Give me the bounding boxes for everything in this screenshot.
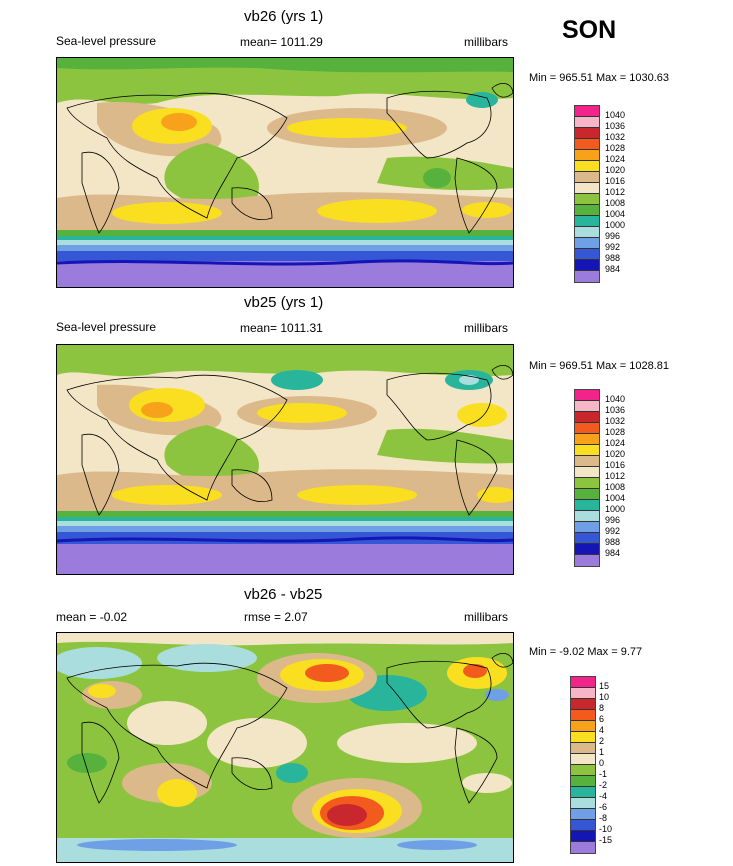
colorbar-label: 1036 — [605, 121, 626, 131]
panel1-title: vb26 (yrs 1) — [244, 8, 324, 25]
colorbar-label: -8 — [599, 813, 608, 823]
colorbar-label: 1032 — [605, 132, 626, 142]
colorbar-label: 2 — [599, 736, 605, 746]
colorbar-label: -2 — [599, 780, 608, 790]
panel2-minmax: Min = 969.51 Max = 1028.81 — [529, 360, 670, 372]
colorbar-label: 996 — [605, 515, 621, 525]
panel3-title: vb26 - vb25 — [244, 586, 323, 603]
colorbar-label: -4 — [599, 791, 608, 801]
colorbar-label: 1040 — [605, 394, 626, 404]
panel3-rmse: rmse = 2.07 — [244, 610, 308, 624]
colorbar-label: 996 — [605, 231, 621, 241]
panel2-map-svg — [57, 345, 513, 574]
colorbar-label: 984 — [605, 264, 621, 274]
panel2-map — [56, 344, 514, 575]
colorbar-label: 1004 — [605, 209, 626, 219]
colorbar-label: -6 — [599, 802, 608, 812]
panel1-map — [56, 57, 514, 288]
colorbar-label: 4 — [599, 725, 605, 735]
panel2-title: vb25 (yrs 1) — [244, 294, 324, 311]
panel3-colorbar — [570, 676, 596, 854]
panel2-mean: mean= 1011.31 — [240, 321, 323, 335]
colorbar-label: 1 — [599, 747, 605, 757]
colorbar-label: 1008 — [605, 482, 626, 492]
colorbar-label: 1016 — [605, 176, 626, 186]
season-label: SON — [562, 16, 617, 44]
colorbar-label: 992 — [605, 526, 621, 536]
colorbar-label: 8 — [599, 703, 605, 713]
panel1-minmax: Min = 965.51 Max = 1030.63 — [529, 72, 670, 84]
colorbar-label: 1012 — [605, 471, 626, 481]
colorbar-label: 0 — [599, 758, 605, 768]
panel2-field-label: Sea-level pressure — [56, 320, 157, 334]
colorbar-label: 984 — [605, 548, 621, 558]
colorbar-label: 1020 — [605, 449, 626, 459]
colorbar-label: 1024 — [605, 154, 626, 164]
panel1-colorbar — [574, 105, 600, 283]
panel3-map-svg — [57, 633, 513, 862]
colorbar-label: 1000 — [605, 220, 626, 230]
colorbar-label: 1024 — [605, 438, 626, 448]
colorbar-label: 1012 — [605, 187, 626, 197]
colorbar-label: 1040 — [605, 110, 626, 120]
panel3-mean: mean = -0.02 — [56, 610, 128, 624]
panel1-map-svg — [57, 58, 513, 287]
panel1-units: millibars — [464, 35, 509, 49]
colorbar-label: 1020 — [605, 165, 626, 175]
panel3-minmax: Min = -9.02 Max = 9.77 — [529, 646, 643, 658]
colorbar-label: 988 — [605, 537, 621, 547]
colorbar-label: 1028 — [605, 427, 626, 437]
colorbar-label: 10 — [599, 692, 610, 702]
panel1-field-label: Sea-level pressure — [56, 34, 157, 48]
panel2-units: millibars — [464, 321, 509, 335]
colorbar-label: 1028 — [605, 143, 626, 153]
colorbar-label: 1016 — [605, 460, 626, 470]
panel1-mean: mean= 1011.29 — [240, 35, 323, 49]
colorbar-label: 988 — [605, 253, 621, 263]
panel2-colorbar — [574, 389, 600, 567]
panel3-map — [56, 632, 514, 863]
panel3-units: millibars — [464, 610, 509, 624]
colorbar-label: -10 — [599, 824, 613, 834]
colorbar-label: 1032 — [605, 416, 626, 426]
colorbar-label: -1 — [599, 769, 608, 779]
colorbar-label: 1004 — [605, 493, 626, 503]
colorbar-label: 6 — [599, 714, 605, 724]
colorbar-label: 1000 — [605, 504, 626, 514]
colorbar-label: -15 — [599, 835, 613, 845]
colorbar-label: 1008 — [605, 198, 626, 208]
colorbar-label: 992 — [605, 242, 621, 252]
colorbar-label: 15 — [599, 681, 610, 691]
colorbar-label: 1036 — [605, 405, 626, 415]
